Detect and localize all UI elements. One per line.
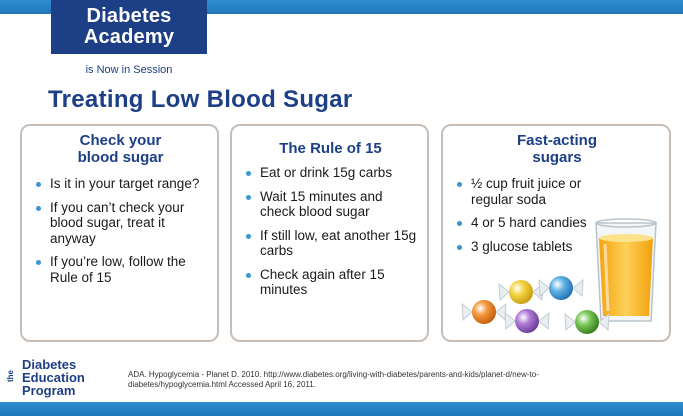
fast-sugar-illustration — [461, 218, 657, 334]
list-item-text: Wait 15 minutes and check blood sugar — [260, 188, 383, 220]
list-item-text: If still low, eat another 15g carbs — [260, 227, 417, 259]
bullet-dot-icon — [246, 194, 251, 200]
bullet-dot-icon — [457, 221, 462, 226]
bullet-list: Is it in your target range? If you can’t… — [34, 176, 207, 285]
bullet-dot-icon — [36, 205, 41, 211]
list-item: If you can’t check your blood sugar, tre… — [34, 200, 207, 247]
list-item: Check again after 15 minutes — [244, 267, 417, 298]
list-item: Is it in your target range? — [34, 176, 207, 192]
page-title: Treating Low Blood Sugar — [48, 86, 353, 113]
logo-tagline: is Now in Session — [85, 64, 173, 76]
list-item: If still low, eat another 15g carbs — [244, 228, 417, 259]
bullet-list: Eat or drink 15g carbs Wait 15 minutes a… — [244, 165, 417, 298]
candy-orange-icon — [461, 300, 507, 324]
list-item: Eat or drink 15g carbs — [244, 165, 417, 181]
bullet-dot-icon — [457, 182, 462, 187]
diabetes-education-program-logo: the Diabetes Education Program — [6, 355, 110, 397]
card-check-blood-sugar: Check your blood sugar Is it in your tar… — [20, 124, 219, 342]
candy-purple-icon — [504, 309, 550, 333]
logo-line-1: Diabetes — [86, 5, 172, 27]
card-title: Check your blood sugar — [34, 132, 207, 166]
bullet-dot-icon — [246, 272, 251, 278]
list-item: If you’re low, follow the Rule of 15 — [34, 254, 207, 285]
bullet-dot-icon — [36, 260, 41, 265]
bullet-dot-icon — [36, 182, 41, 187]
hard-candies-icon — [461, 276, 610, 334]
list-item: 4 or 5 hard candies — [455, 215, 605, 231]
candy-green-icon — [564, 310, 610, 334]
card-title: Fast-acting sugars — [455, 132, 659, 166]
card-title-line-2: sugars — [532, 149, 582, 166]
bullet-dot-icon — [246, 233, 251, 239]
list-item-text: Eat or drink 15g carbs — [260, 165, 393, 180]
card-rule-of-15: The Rule of 15 Eat or drink 15g carbs Wa… — [230, 124, 429, 342]
list-item: ½ cup fruit juice or regular soda — [455, 176, 605, 207]
list-item-text: If you’re low, follow the Rule of 15 — [50, 254, 186, 285]
list-item-text: 3 glucose tablets — [471, 238, 573, 254]
juice-glass-icon — [595, 218, 657, 322]
list-item-text: If you can’t check your blood sugar, tre… — [50, 199, 185, 246]
logo-line-3: Program — [22, 383, 76, 398]
list-item: 3 glucose tablets — [455, 239, 605, 255]
diabetes-academy-logo: Diabetes Academy — [51, 0, 207, 54]
card-fast-acting-sugars: Fast-acting sugars ½ cup fruit juice or … — [441, 124, 671, 342]
logo-line-2: Academy — [83, 26, 175, 48]
bottom-banner-bar — [0, 402, 683, 416]
logo-line-2: Education — [22, 370, 85, 385]
card-title-line-1: Check your — [79, 132, 162, 149]
bullet-dot-icon — [457, 244, 462, 250]
candy-blue-icon — [538, 276, 584, 300]
candy-yellow-icon — [498, 280, 544, 304]
card-title: The Rule of 15 — [244, 140, 417, 157]
card-title-line-2: blood sugar — [77, 149, 164, 166]
logo-line-1: Diabetes — [22, 357, 77, 372]
list-item-text: Check again after 15 minutes — [260, 266, 385, 298]
bullet-dot-icon — [246, 171, 251, 176]
card-title-line-1: The Rule of 15 — [279, 140, 382, 157]
list-item: Wait 15 minutes and check blood sugar — [244, 189, 417, 220]
logo-side-text: the — [6, 370, 15, 382]
bullet-list: ½ cup fruit juice or regular soda 4 or 5… — [455, 176, 659, 254]
list-item-text: Is it in your target range? — [50, 176, 200, 191]
card-title-line-1: Fast-acting — [516, 132, 597, 149]
list-item-text: ½ cup fruit juice or regular soda — [471, 176, 582, 207]
list-item-text: 4 or 5 hard candies — [471, 215, 587, 230]
citation-text: ADA. Hypoglycemia - Planet D. 2010. http… — [128, 370, 539, 389]
